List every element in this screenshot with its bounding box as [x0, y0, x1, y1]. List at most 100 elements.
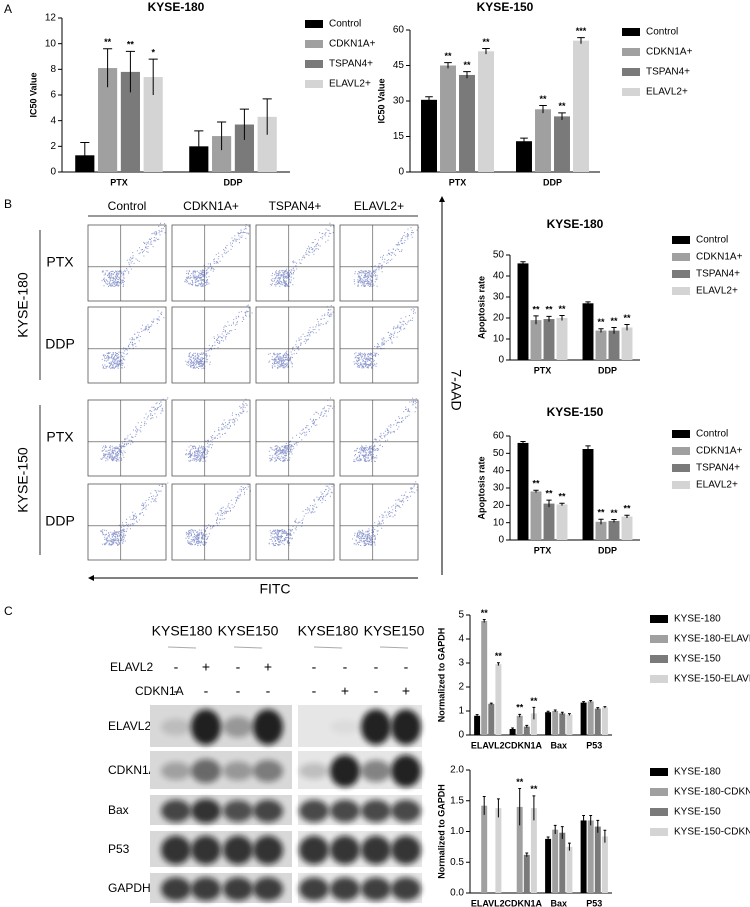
- blot-band: [253, 799, 283, 823]
- blot-band: [223, 761, 253, 781]
- bar: [516, 141, 532, 172]
- x-tick-label: PTX: [534, 365, 552, 375]
- blot-band: [191, 709, 221, 745]
- legend-swatch: [305, 40, 323, 48]
- x-tick-label: P53: [586, 740, 602, 750]
- error-bar: [553, 709, 557, 712]
- blot-band: [161, 799, 191, 823]
- x-tick-label: DDP: [223, 177, 242, 187]
- legend-label: Control: [696, 235, 728, 246]
- y-axis-title: IC50 Value: [28, 72, 38, 117]
- error-bar: [496, 798, 500, 818]
- bar: [595, 330, 607, 360]
- cell-line-label: KYSE-180: [15, 272, 31, 338]
- error-bar: [262, 98, 272, 135]
- bar: [601, 836, 608, 893]
- significance-label: **: [545, 305, 553, 315]
- chart-title: KYSE-150: [477, 0, 534, 14]
- legend-swatch: [650, 788, 668, 796]
- dot-cloud: [353, 227, 420, 287]
- y-tick-label: 1.5: [450, 795, 464, 806]
- x-tick-label: PTX: [534, 545, 552, 555]
- x-tick-label: CDKN1A: [504, 740, 542, 750]
- group-rule: [379, 646, 409, 649]
- bar: [582, 303, 594, 360]
- group-rule: [313, 646, 343, 649]
- blot-band: [330, 719, 360, 735]
- legend-swatch: [305, 60, 323, 68]
- error-bar: [482, 795, 486, 815]
- y-tick-label: 2.0: [450, 765, 464, 776]
- error-bar: [520, 137, 528, 145]
- legend-swatch: [650, 768, 668, 776]
- bar: [495, 664, 502, 735]
- error-bar: [496, 662, 500, 666]
- x-tick-label: ELAVL2: [471, 740, 505, 750]
- significance-label: **: [463, 60, 471, 70]
- y-axis-title: Normalized to GAPDH: [436, 628, 446, 723]
- x-tick-label: Bax: [550, 740, 567, 750]
- error-bar: [444, 62, 452, 69]
- panel-label: A: [4, 2, 12, 16]
- y-tick-label: 0.5: [450, 857, 464, 868]
- legend-label: CDKN1A+: [696, 252, 743, 263]
- legend-swatch: [622, 88, 640, 96]
- dot-plot: [87, 224, 167, 302]
- bar: [530, 320, 542, 360]
- column-label: CDKN1A+: [183, 199, 239, 213]
- bar: [545, 712, 552, 735]
- error-bar: [463, 71, 471, 79]
- condition-sign: +: [341, 683, 349, 699]
- significance-label: *: [151, 47, 155, 57]
- blot-band: [223, 716, 253, 738]
- chart-title: KYSE-180: [148, 0, 205, 14]
- bar: [543, 319, 555, 360]
- blot-band: [330, 835, 360, 865]
- error-bar: [559, 314, 565, 321]
- dot-plot: [171, 224, 251, 302]
- y-tick-label: 15: [393, 131, 405, 142]
- treatment-label: PTX: [46, 429, 74, 445]
- bar: [566, 714, 573, 735]
- protein-label: P53: [108, 842, 130, 856]
- bar: [594, 708, 601, 735]
- legend-label: Control: [696, 429, 728, 440]
- legend-label: KYSE-150-ELAVL2+: [674, 674, 750, 685]
- y-axis-title: Apoptosis rate: [476, 276, 486, 339]
- bar: [552, 829, 559, 893]
- y-tick-label: 8: [50, 64, 56, 75]
- blot-band: [191, 759, 221, 783]
- legend-swatch: [650, 615, 668, 623]
- y-tick-label: 4: [50, 115, 56, 126]
- bar: [421, 99, 437, 172]
- dot-plot: [255, 306, 335, 384]
- y-tick-label: 10: [493, 517, 505, 528]
- legend-label: ELAVL2+: [329, 79, 371, 90]
- y-tick-label: 4: [458, 634, 464, 645]
- y-tick-label: 1.0: [450, 826, 464, 837]
- error-bar: [546, 836, 550, 841]
- dot-plot: [87, 306, 167, 384]
- dot-plot: [255, 399, 335, 477]
- axis-title: 7-AAD: [448, 369, 464, 410]
- blot-band: [330, 877, 360, 901]
- y-tick-label: 60: [493, 431, 505, 442]
- error-bar: [582, 815, 586, 826]
- bar: [530, 808, 537, 893]
- legend-swatch: [672, 481, 690, 489]
- condition-sign: -: [236, 659, 241, 675]
- y-tick-label: 3: [458, 658, 464, 669]
- condition-label: CDKN1A: [135, 684, 184, 698]
- blot-band: [361, 760, 391, 782]
- y-axis-title: IC50 Value: [376, 78, 386, 123]
- blot-band: [253, 877, 283, 901]
- bar: [566, 846, 573, 893]
- bar: [621, 327, 633, 360]
- y-tick-label: 30: [493, 292, 505, 303]
- bar: [516, 715, 523, 735]
- error-bar: [585, 301, 591, 305]
- legend-label: CDKN1A+: [696, 446, 743, 457]
- error-bar: [511, 727, 515, 730]
- dot-cloud: [353, 397, 419, 462]
- y-tick-label: 0: [50, 167, 56, 178]
